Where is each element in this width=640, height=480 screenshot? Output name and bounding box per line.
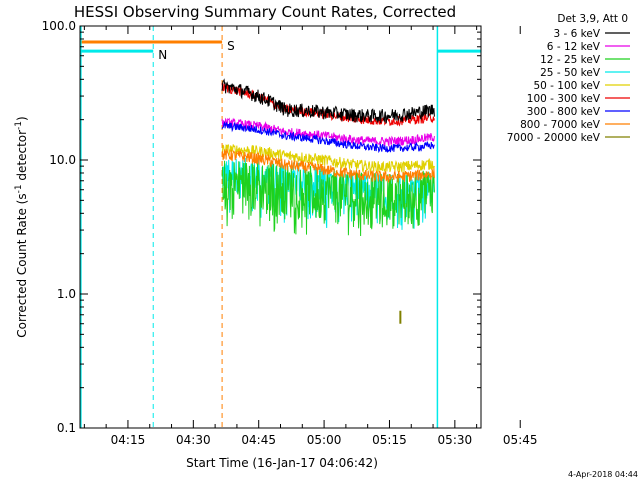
x-tick-label: 04:45 xyxy=(241,433,276,447)
flag-label: S xyxy=(227,39,235,53)
legend-entry-label: 25 - 50 keV xyxy=(540,67,601,79)
x-tick-label: 05:00 xyxy=(307,433,342,447)
y-axis: 100.0 10.0 1.0 0.1 xyxy=(42,19,481,435)
legend-entry-label: 6 - 12 keV xyxy=(547,41,601,53)
legend-entry-label: 800 - 7000 keV xyxy=(520,119,601,131)
y-tick-label: 0.1 xyxy=(57,421,76,435)
y-tick-label: 100.0 xyxy=(42,19,76,33)
chart-title: HESSI Observing Summary Count Rates, Cor… xyxy=(74,3,456,21)
legend-entry-label: 100 - 300 keV xyxy=(527,93,601,105)
x-axis-label: Start Time (16-Jan-17 04:06:42) xyxy=(186,456,378,470)
y-tick-label: 1.0 xyxy=(57,287,76,301)
series-line xyxy=(221,121,435,154)
legend-entry-label: 3 - 6 keV xyxy=(553,28,600,40)
legend-entry-label: 12 - 25 keV xyxy=(540,54,601,66)
legend-entry-label: 7000 - 20000 keV xyxy=(507,132,601,144)
legend-entry-label: 300 - 800 keV xyxy=(527,106,601,118)
legend-entry-label: 50 - 100 keV xyxy=(533,80,600,92)
flag-label: N xyxy=(158,48,167,62)
x-tick-label: 04:30 xyxy=(176,433,211,447)
plot-frame xyxy=(79,25,482,429)
y-axis-label: Corrected Count Rate (s-1 detector-1) xyxy=(14,116,29,337)
legend-title: Det 3,9, Att 0 xyxy=(557,13,628,25)
series-line xyxy=(221,78,435,124)
y-tick-label: 10.0 xyxy=(49,153,76,167)
x-tick-label: 05:45 xyxy=(503,433,538,447)
x-tick-label: 05:15 xyxy=(372,433,407,447)
plot-area: NS xyxy=(80,26,481,428)
x-tick-label: 05:30 xyxy=(438,433,473,447)
series-line xyxy=(221,149,435,184)
date-stamp: 4-Apr-2018 04:44 xyxy=(568,470,638,479)
x-tick-label: 04:15 xyxy=(111,433,146,447)
x-axis: 04:15 04:30 04:45 05:00 05:15 05:30 05:45 xyxy=(83,26,538,447)
